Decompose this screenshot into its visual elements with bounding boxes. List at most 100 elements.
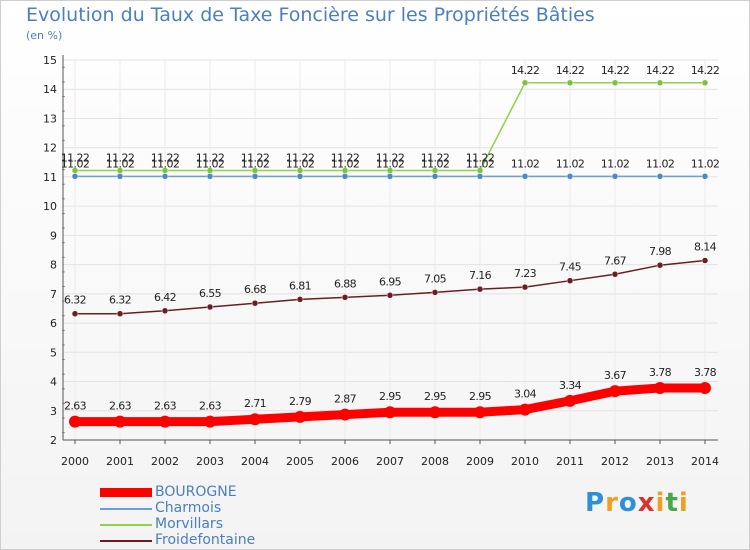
data-point-froidefontaine xyxy=(206,303,214,311)
data-label-froidefontaine: 7.23 xyxy=(514,267,537,280)
data-point-charmois xyxy=(251,173,259,180)
data-label-bourogne: 3.78 xyxy=(694,366,717,379)
data-label-froidefontaine: 6.68 xyxy=(244,283,267,296)
data-point-charmois xyxy=(161,173,169,180)
data-label-bourogne: 2.95 xyxy=(424,390,447,403)
y-tick-label: 11 xyxy=(43,171,57,184)
data-point-bourogne xyxy=(654,381,666,394)
data-label-bourogne: 2.79 xyxy=(289,395,312,408)
data-point-bourogne xyxy=(204,415,216,428)
legend-label-bourogne: BOUROGNE xyxy=(155,484,237,500)
data-point-bourogne xyxy=(339,408,351,421)
data-label-froidefontaine: 7.98 xyxy=(649,245,672,258)
data-label-morvillars: 14.22 xyxy=(556,64,585,77)
legend-swatch-charmois xyxy=(100,508,152,510)
data-label-morvillars: 14.22 xyxy=(601,64,630,77)
x-tick-label: 2012 xyxy=(601,455,629,468)
data-point-bourogne xyxy=(474,406,486,419)
data-label-bourogne: 2.63 xyxy=(199,400,222,413)
data-label-bourogne: 2.63 xyxy=(109,400,132,413)
x-tick-label: 2014 xyxy=(691,455,719,468)
data-label-froidefontaine: 6.81 xyxy=(289,279,311,292)
data-point-froidefontaine xyxy=(611,271,619,278)
y-tick-label: 13 xyxy=(43,112,57,125)
y-tick-label: 15 xyxy=(43,54,57,67)
data-label-bourogne: 3.04 xyxy=(514,388,537,401)
data-point-bourogne xyxy=(249,413,261,426)
data-label-froidefontaine: 7.45 xyxy=(559,261,582,274)
data-label-morvillars: 11.22 xyxy=(151,151,180,164)
legend-swatch-bourogne xyxy=(100,488,152,497)
data-label-morvillars: 11.22 xyxy=(61,151,90,164)
x-tick-label: 2005 xyxy=(286,455,314,468)
brand-letter: o xyxy=(618,488,638,518)
x-tick-label: 2006 xyxy=(331,455,359,468)
data-point-charmois xyxy=(431,173,439,180)
data-point-charmois xyxy=(476,173,484,180)
data-label-froidefontaine: 6.55 xyxy=(199,287,222,300)
data-label-bourogne: 2.95 xyxy=(379,390,402,403)
y-tick-label: 9 xyxy=(50,229,57,242)
x-tick-label: 2001 xyxy=(106,455,134,468)
y-tick-label: 8 xyxy=(50,259,57,272)
data-label-charmois: 11.02 xyxy=(556,157,585,170)
data-point-bourogne xyxy=(699,381,711,394)
y-tick-label: 3 xyxy=(50,405,57,418)
legend-label-morvillars: Morvillars xyxy=(155,516,223,532)
data-label-charmois: 11.02 xyxy=(601,157,630,170)
brand-letter: i xyxy=(678,488,689,518)
data-point-bourogne xyxy=(519,403,531,416)
x-tick-label: 2007 xyxy=(376,455,404,468)
data-point-morvillars xyxy=(296,167,304,174)
brand-letter: r xyxy=(605,488,619,518)
data-point-froidefontaine xyxy=(431,289,439,296)
data-point-morvillars xyxy=(656,79,664,87)
data-label-morvillars: 11.22 xyxy=(241,151,270,164)
data-point-charmois xyxy=(116,173,124,180)
data-point-froidefontaine xyxy=(386,292,394,299)
data-label-froidefontaine: 7.16 xyxy=(469,269,492,282)
data-point-froidefontaine xyxy=(116,310,124,317)
data-label-morvillars: 11.22 xyxy=(331,151,360,164)
chart-subtitle: (en %) xyxy=(26,29,63,42)
y-tick-label: 6 xyxy=(50,317,57,330)
data-point-froidefontaine xyxy=(476,285,484,293)
data-point-charmois xyxy=(656,173,664,180)
data-label-morvillars: 14.22 xyxy=(691,64,720,77)
data-label-froidefontaine: 6.42 xyxy=(154,291,176,304)
data-label-charmois: 11.02 xyxy=(376,157,405,170)
data-label-charmois: 11.02 xyxy=(151,157,180,170)
data-label-froidefontaine: 7.67 xyxy=(604,254,627,267)
data-point-bourogne xyxy=(159,415,171,428)
x-tick-label: 2010 xyxy=(511,455,539,468)
data-point-morvillars xyxy=(566,79,574,87)
data-point-charmois xyxy=(521,173,529,180)
data-label-bourogne: 3.78 xyxy=(649,366,672,379)
data-point-morvillars xyxy=(71,167,79,174)
data-point-bourogne xyxy=(114,415,126,428)
data-point-bourogne xyxy=(294,410,306,423)
data-point-bourogne xyxy=(69,415,81,428)
data-point-froidefontaine xyxy=(71,310,79,317)
y-tick-label: 12 xyxy=(43,142,57,155)
data-point-morvillars xyxy=(341,167,349,174)
y-tick-label: 7 xyxy=(50,288,57,301)
data-label-morvillars: 11.22 xyxy=(466,151,495,164)
data-point-bourogne xyxy=(609,385,621,398)
data-point-bourogne xyxy=(564,394,576,407)
y-tick-label: 10 xyxy=(43,200,57,213)
data-label-froidefontaine: 7.05 xyxy=(424,272,447,285)
data-label-charmois: 11.02 xyxy=(691,157,720,170)
data-point-charmois xyxy=(296,173,304,180)
data-point-froidefontaine xyxy=(566,277,574,284)
x-tick-label: 2003 xyxy=(196,455,224,468)
data-label-charmois: 11.02 xyxy=(466,157,495,170)
x-tick-label: 2008 xyxy=(421,455,449,468)
data-label-bourogne: 2.63 xyxy=(154,400,177,413)
data-point-froidefontaine xyxy=(251,299,259,307)
y-tick-label: 4 xyxy=(50,376,57,389)
data-point-morvillars xyxy=(161,167,169,174)
data-label-froidefontaine: 6.32 xyxy=(109,294,131,307)
